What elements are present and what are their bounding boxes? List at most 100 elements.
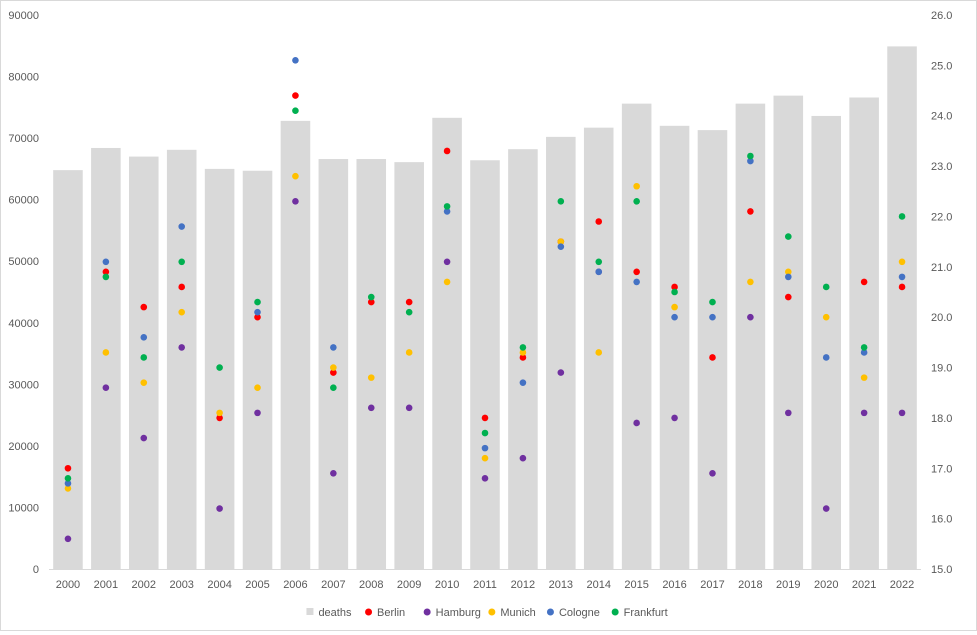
point-cologne-2001 <box>102 258 110 266</box>
bar-deaths-2001 <box>91 147 121 569</box>
point-hamburg-2003 <box>178 344 185 351</box>
point-munich-2004 <box>216 409 223 417</box>
point-hamburg-2000 <box>64 535 72 543</box>
legend-label-munich: Munich <box>500 607 535 619</box>
point-frankfurt-2001 <box>102 273 110 281</box>
x-tick-label: 2016 <box>662 579 686 591</box>
point-munich-2005 <box>254 384 261 391</box>
point-berlin-2004 <box>216 414 223 422</box>
x-tick-label: 2001 <box>94 579 118 591</box>
point-frankfurt-2010 <box>443 203 451 210</box>
point-berlin-2012 <box>519 354 527 361</box>
right-y-tick-label: 22.0 <box>931 211 952 223</box>
legend-marker-berlin <box>365 608 373 616</box>
point-munich-2012 <box>519 349 527 356</box>
point-munich-2020 <box>822 313 830 321</box>
bar-deaths-2008 <box>356 159 387 570</box>
bar-deaths-2021 <box>849 97 879 569</box>
point-hamburg-2019 <box>785 409 792 417</box>
point-berlin-2011 <box>481 414 489 422</box>
left-y-tick-label: 70000 <box>8 133 39 145</box>
point-frankfurt-2011 <box>481 429 489 437</box>
point-hamburg-2011 <box>481 475 489 482</box>
point-berlin-2015 <box>633 268 640 276</box>
point-hamburg-2002 <box>140 434 148 442</box>
point-berlin-2019 <box>785 293 792 301</box>
point-hamburg-2021 <box>860 409 868 417</box>
point-cologne-2016 <box>671 313 678 321</box>
left-y-tick-label: 0 <box>33 564 39 576</box>
right-y-axis: 15.0 16.0 17.0 18.0 19.0 20.0 21.0 22.0 23.0 24.0… <box>931 10 952 576</box>
point-frankfurt-2015 <box>633 198 640 205</box>
markers-layer <box>64 57 906 543</box>
right-y-tick-label: 20.0 <box>931 312 952 324</box>
point-frankfurt-2002 <box>140 354 148 361</box>
legend-marker-frankfurt <box>611 608 619 616</box>
bar-deaths-2005 <box>242 170 273 570</box>
right-y-tick-label: 26.0 <box>931 10 952 22</box>
x-axis: 2000 2001 2002 2003 2004 2005 2006 2007 2008 2009… <box>49 569 921 591</box>
point-hamburg-2022 <box>898 409 906 417</box>
x-tick-label: 2017 <box>700 579 724 591</box>
right-y-tick-label: 24.0 <box>931 111 952 123</box>
left-y-tick-label: 40000 <box>8 318 39 330</box>
point-frankfurt-2014 <box>595 258 603 266</box>
point-munich-2015 <box>633 182 640 190</box>
point-frankfurt-2022 <box>898 213 906 220</box>
point-cologne-2012 <box>519 379 527 386</box>
point-munich-2003 <box>178 308 185 316</box>
point-cologne-2017 <box>709 313 716 321</box>
x-tick-label: 2018 <box>738 579 762 591</box>
x-tick-label: 2003 <box>169 579 193 591</box>
point-berlin-2009 <box>405 298 413 306</box>
x-tick-label: 2010 <box>435 579 459 591</box>
x-tick-label: 2006 <box>283 579 307 591</box>
left-y-tick-label: 30000 <box>8 379 39 391</box>
bar-deaths-2017 <box>697 130 728 570</box>
point-hamburg-2006 <box>292 198 299 205</box>
legend-marker-cologne <box>546 608 554 616</box>
point-frankfurt-2009 <box>405 308 413 316</box>
point-frankfurt-2018 <box>747 152 754 160</box>
point-munich-2008 <box>367 374 375 381</box>
point-berlin-2003 <box>178 283 185 291</box>
point-frankfurt-2017 <box>709 298 716 306</box>
left-y-tick-label: 80000 <box>8 72 39 84</box>
bar-deaths-2020 <box>811 115 841 569</box>
point-berlin-2005 <box>254 313 261 321</box>
right-y-tick-label: 17.0 <box>931 463 952 475</box>
point-cologne-2000 <box>64 480 72 487</box>
left-y-tick-label: 10000 <box>8 502 39 514</box>
right-y-tick-label: 16.0 <box>931 514 952 526</box>
bar-deaths-2015 <box>621 103 652 569</box>
point-cologne-2022 <box>898 273 906 281</box>
point-munich-2002 <box>140 379 148 386</box>
point-munich-2016 <box>671 303 678 311</box>
point-frankfurt-2021 <box>860 344 868 351</box>
legend-marker-munich <box>488 608 496 616</box>
point-munich-2007 <box>330 364 337 371</box>
x-tick-label: 2008 <box>359 579 383 591</box>
point-frankfurt-2012 <box>519 344 527 351</box>
legend-marker-hamburg <box>423 608 431 616</box>
right-y-tick-label: 25.0 <box>931 60 952 72</box>
point-frankfurt-2020 <box>822 283 830 291</box>
point-munich-2000 <box>64 485 72 492</box>
bar-deaths-2003 <box>166 149 197 569</box>
x-tick-label: 2002 <box>132 579 156 591</box>
legend-label-cologne: Cologne <box>559 607 600 619</box>
point-cologne-2013 <box>557 243 565 250</box>
legend-label-frankfurt: Frankfurt <box>624 607 668 619</box>
bar-deaths-2010 <box>432 117 462 570</box>
bar-deaths-2022 <box>887 46 917 569</box>
point-hamburg-2012 <box>519 454 527 462</box>
x-tick-label: 2009 <box>397 579 421 591</box>
point-frankfurt-2008 <box>367 293 375 301</box>
point-frankfurt-2006 <box>292 107 299 114</box>
point-munich-2001 <box>102 349 110 356</box>
legend-label-berlin: Berlin <box>377 607 405 619</box>
point-cologne-2018 <box>747 157 754 165</box>
point-hamburg-2004 <box>216 505 223 512</box>
point-munich-2019 <box>785 268 792 276</box>
bar-deaths-2013 <box>546 136 576 569</box>
